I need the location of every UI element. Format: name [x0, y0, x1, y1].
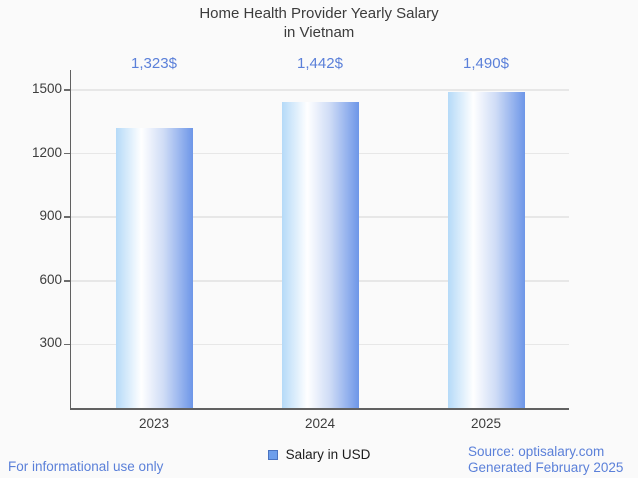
x-axis-tick-label: 2024 [304, 416, 336, 431]
y-axis-tick [64, 343, 71, 346]
bar-value-label: 1,323$ [131, 55, 177, 72]
x-axis-tick-label: 2023 [138, 416, 170, 431]
source-block: Source: optisalary.com Generated Februar… [468, 444, 623, 476]
chart-title: Home Health Provider Yearly Salary in Vi… [0, 4, 638, 42]
legend-label: Salary in USD [285, 447, 371, 462]
disclaimer-text: For informational use only [8, 459, 164, 474]
y-axis-tick [64, 89, 71, 91]
generated-text: Generated February 2025 [468, 460, 624, 475]
y-axis-tick-label: 1500 [31, 81, 62, 96]
y-axis-line [69, 70, 71, 410]
y-axis-tick-label: 1200 [31, 144, 62, 160]
legend: Salary in USD [0, 447, 638, 462]
bar[interactable] [447, 92, 525, 408]
y-axis-tick-label: 900 [39, 208, 62, 224]
y-axis-tick [64, 280, 71, 282]
y-axis-tick [64, 216, 71, 218]
bar[interactable] [281, 102, 359, 408]
y-axis-tick [64, 152, 71, 155]
bar-value-label: 1,442$ [297, 55, 343, 72]
bar-value-label: 1,490$ [463, 55, 509, 72]
source-text: Source: optisalary.com [468, 444, 605, 459]
bar[interactable] [115, 127, 193, 408]
y-axis-tick-label: 300 [39, 335, 62, 351]
chart-title-line2: in Vietnam [283, 24, 355, 41]
y-axis-tick-label: 600 [39, 271, 62, 287]
chart-title-line1: Home Health Provider Yearly Salary [199, 5, 439, 22]
x-axis-tick-label: 2025 [470, 416, 502, 431]
legend-marker-icon [267, 449, 278, 460]
gridline [71, 89, 569, 91]
x-axis-line [69, 408, 569, 410]
